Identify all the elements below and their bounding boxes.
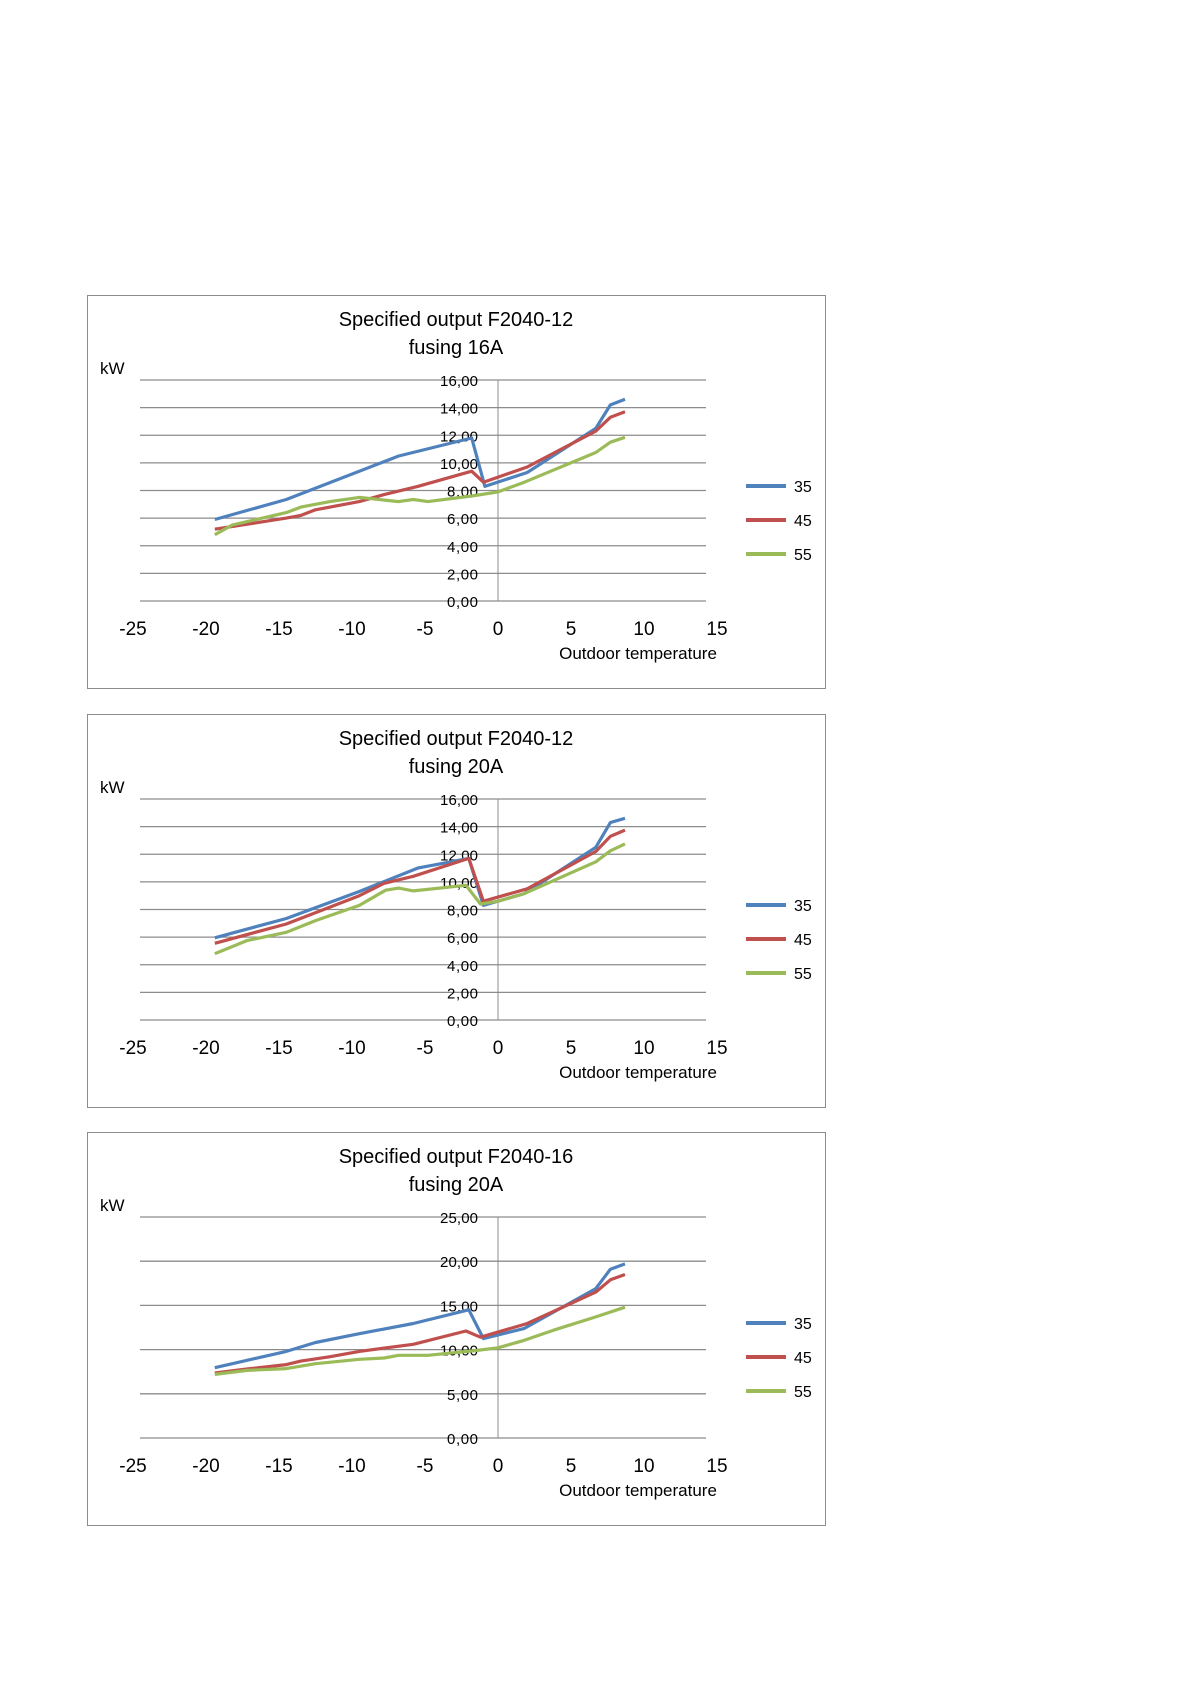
x-tick-label: -25: [119, 1456, 146, 1477]
y-tick-label: 0,00: [447, 594, 478, 611]
x-tick-label: 15: [706, 619, 727, 640]
y-tick-label: 10,00: [440, 456, 478, 473]
x-tick-label: 10: [633, 619, 654, 640]
y-tick-label: 8,00: [447, 903, 478, 920]
x-axis-label: Outdoor temperature: [559, 644, 717, 663]
chart-title-line: fusing 20A: [409, 756, 504, 778]
y-tick-label: 2,00: [447, 566, 478, 583]
x-tick-label: -20: [192, 1456, 219, 1477]
y-tick-label: 6,00: [447, 930, 478, 947]
x-tick-label: 10: [633, 1038, 654, 1059]
legend-label-45: 45: [794, 932, 812, 949]
x-tick-label: -10: [338, 1456, 365, 1477]
series-line-55: [214, 842, 626, 956]
legend-label-45: 45: [794, 1350, 812, 1367]
y-tick-label: 6,00: [447, 511, 478, 528]
y-tick-label: 16,00: [440, 792, 478, 809]
x-tick-label: 15: [706, 1038, 727, 1059]
legend-label-35: 35: [794, 898, 812, 915]
x-tick-label: -5: [417, 619, 434, 640]
chart-f2040-12-20a: Specified output F2040-12 fusing 20A kW 0,0…: [87, 714, 826, 1108]
y-tick-label: 16,00: [440, 373, 478, 390]
x-tick-label: 5: [566, 1456, 577, 1477]
chart-title-line: fusing 20A: [409, 1174, 504, 1196]
x-axis-label: Outdoor temperature: [559, 1063, 717, 1082]
y-tick-label: 5,00: [447, 1387, 478, 1404]
x-tick-label: -20: [192, 619, 219, 640]
y-tick-label: 12,00: [440, 428, 478, 445]
y-tick-label: 10,00: [440, 875, 478, 892]
legend-label-45: 45: [794, 513, 812, 530]
x-tick-label: -5: [417, 1038, 434, 1059]
y-axis-label: kW: [100, 359, 125, 378]
x-tick-label: -20: [192, 1038, 219, 1059]
series-line-45: [214, 1272, 626, 1375]
x-tick-label: -15: [265, 1456, 292, 1477]
series-line-55: [214, 1305, 626, 1376]
series-line-45: [214, 828, 626, 945]
y-tick-label: 14,00: [440, 820, 478, 837]
x-tick-label: -5: [417, 1456, 434, 1477]
chart-svg: Specified output F2040-12 fusing 16A kW 0,0…: [100, 309, 812, 663]
x-tick-label: 0: [493, 619, 504, 640]
legend-label-35: 35: [794, 479, 812, 496]
series-line-35: [214, 397, 626, 522]
chart-title-line: Specified output F2040-12: [339, 728, 574, 750]
chart-svg: Specified output F2040-16 fusing 20A kW 0,0…: [100, 1146, 812, 1500]
y-tick-label: 14,00: [440, 401, 478, 418]
y-axis-label: kW: [100, 778, 125, 797]
y-tick-label: 4,00: [447, 539, 478, 556]
series-line-35: [214, 1262, 626, 1370]
x-tick-label: -10: [338, 1038, 365, 1059]
x-tick-label: 0: [493, 1456, 504, 1477]
x-tick-label: -15: [265, 1038, 292, 1059]
chart-f2040-16-20a: Specified output F2040-16 fusing 20A kW 0,0…: [87, 1132, 826, 1526]
x-axis-label: Outdoor temperature: [559, 1481, 717, 1500]
legend-label-55: 55: [794, 547, 812, 564]
y-axis-label: kW: [100, 1196, 125, 1215]
series-line-55: [214, 435, 626, 537]
legend-label-55: 55: [794, 966, 812, 983]
legend-label-55: 55: [794, 1384, 812, 1401]
chart-title-line: fusing 16A: [409, 337, 504, 359]
series-line-35: [214, 816, 626, 940]
x-tick-label: 5: [566, 1038, 577, 1059]
x-tick-label: -25: [119, 619, 146, 640]
x-tick-label: 10: [633, 1456, 654, 1477]
x-tick-label: -10: [338, 619, 365, 640]
y-tick-label: 4,00: [447, 958, 478, 975]
y-tick-label: 0,00: [447, 1431, 478, 1448]
y-tick-label: 2,00: [447, 985, 478, 1002]
x-tick-label: -25: [119, 1038, 146, 1059]
y-tick-label: 0,00: [447, 1013, 478, 1030]
chart-title-line: Specified output F2040-16: [339, 1146, 574, 1168]
chart-svg: Specified output F2040-12 fusing 20A kW 0,0…: [100, 728, 812, 1082]
legend-label-35: 35: [794, 1316, 812, 1333]
x-tick-label: 5: [566, 619, 577, 640]
chart-title-line: Specified output F2040-12: [339, 309, 574, 331]
y-tick-label: 25,00: [440, 1210, 478, 1227]
x-tick-label: 0: [493, 1038, 504, 1059]
x-tick-label: -15: [265, 619, 292, 640]
y-tick-label: 20,00: [440, 1254, 478, 1271]
x-tick-label: 15: [706, 1456, 727, 1477]
chart-f2040-12-16a: Specified output F2040-12 fusing 16A kW 0,0…: [87, 295, 826, 689]
series-line-45: [214, 410, 626, 531]
